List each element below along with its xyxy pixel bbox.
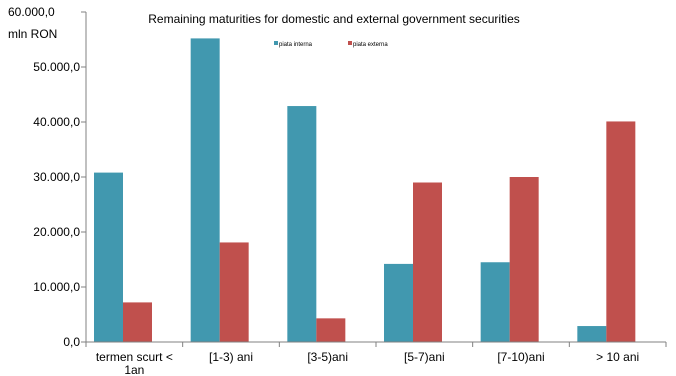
legend-label: piata interna	[279, 42, 313, 48]
bar-piata-externa	[316, 318, 346, 342]
bars	[94, 38, 636, 343]
bar-piata-interna	[287, 106, 317, 342]
x-tick-label: termen scurt <1an	[96, 350, 173, 376]
bar-piata-interna	[480, 262, 510, 342]
x-tick-label: [1-3) ani	[209, 350, 253, 364]
legend-swatch	[274, 41, 278, 45]
x-tick-label: [7-10)ani	[497, 350, 544, 364]
y-tick-label: 40.000,0	[33, 115, 80, 129]
x-tick-label: [5-7)ani	[404, 350, 445, 364]
y-tick-label: 30.000,0	[33, 170, 80, 184]
y-tick-label: 0,0	[63, 335, 80, 349]
bar-piata-externa	[123, 302, 152, 342]
x-axis: termen scurt <1an [1-3) ani [3-5)ani [5-7)a…	[85, 341, 667, 376]
bar-piata-externa	[219, 242, 249, 342]
x-tick-label: > 10 ani	[596, 350, 639, 364]
bar-piata-externa	[606, 121, 636, 342]
legend: piata interna piata externa	[274, 41, 388, 48]
y-axis-top-tick: 60.000,0	[8, 5, 55, 19]
bar-piata-interna	[577, 326, 607, 342]
y-tick-label: 10.000,0	[33, 280, 80, 294]
y-tick-label: 50.000,0	[33, 60, 80, 74]
y-tick-label: 20.000,0	[33, 225, 80, 239]
bar-piata-interna	[384, 263, 413, 342]
bar-piata-externa	[413, 182, 442, 342]
y-axis: 0,0 10.000,0 20.000,0 30.000,0 40.000,0 50.00…	[33, 11, 87, 349]
bar-piata-interna	[190, 38, 220, 343]
legend-label: piata externa	[353, 42, 388, 48]
x-tick-label: [3-5)ani	[307, 350, 348, 364]
bar-piata-interna	[94, 172, 123, 342]
bar-piata-externa	[509, 177, 539, 342]
legend-swatch	[348, 41, 352, 45]
unit-label: mln RON	[8, 27, 57, 41]
chart-title: Remaining maturities for domestic and ex…	[148, 12, 520, 26]
